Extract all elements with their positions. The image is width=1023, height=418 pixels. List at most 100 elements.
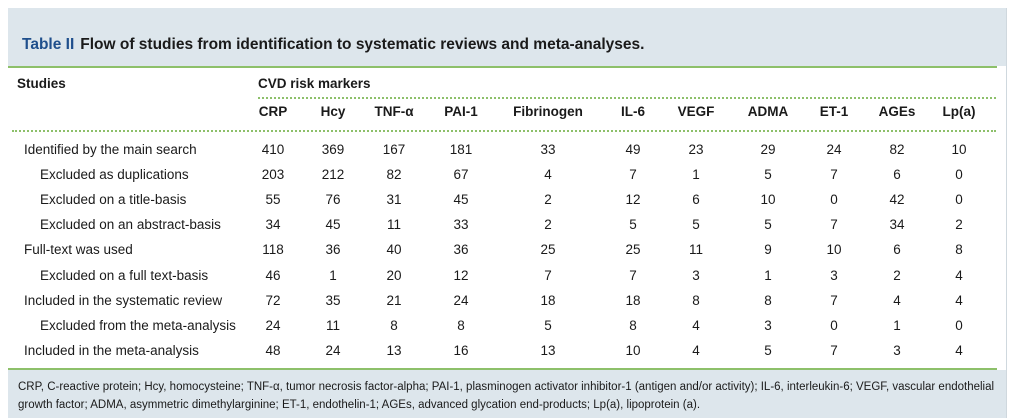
table-cell: 5 [692, 217, 700, 232]
bottom-rule [8, 368, 997, 370]
table-cell: 3 [764, 318, 772, 333]
table-body-band [8, 66, 1006, 370]
table-cell: 6 [893, 167, 901, 182]
table-cell: 23 [688, 142, 704, 157]
table-cell: 5 [544, 318, 552, 333]
column-header: TNF-α [374, 104, 414, 119]
table-cell: 6 [692, 192, 700, 207]
table-cell: 35 [325, 293, 341, 308]
table-cell: 36 [325, 242, 341, 257]
table-title: Table II Flow of studies from identificat… [22, 36, 644, 54]
table-cell: 4 [955, 268, 963, 283]
table-cell: 45 [325, 217, 341, 232]
table-cell: 33 [453, 217, 469, 232]
studies-header: Studies [17, 76, 66, 91]
column-header: Lp(a) [942, 104, 976, 119]
table-cell: 181 [449, 142, 473, 157]
table-cell: 29 [760, 142, 776, 157]
row-label: Excluded on a full text-basis [40, 268, 209, 283]
table-label: Table II [22, 36, 75, 53]
table-cell: 1 [893, 318, 901, 333]
column-header: IL-6 [620, 104, 645, 119]
table-cell: 36 [453, 242, 469, 257]
table-cell: 118 [262, 242, 284, 257]
table-cell: 33 [540, 142, 556, 157]
table-cell: 8 [457, 318, 465, 333]
table-cell: 7 [830, 293, 838, 308]
table-cell: 34 [889, 217, 905, 232]
table-cell: 7 [629, 268, 637, 283]
table-cell: 1 [764, 268, 772, 283]
table-cell: 7 [629, 167, 637, 182]
table-cell: 18 [540, 293, 556, 308]
row-label: Excluded as duplications [40, 167, 189, 182]
column-header: ET-1 [819, 104, 849, 119]
column-header: CRP [258, 104, 288, 119]
row-label: Excluded from the meta-analysis [40, 318, 236, 333]
table-cell: 10 [826, 242, 842, 257]
table-cell: 8 [692, 293, 700, 308]
table-cell: 8 [390, 318, 398, 333]
table-cell: 3 [830, 268, 838, 283]
column-header: Hcy [320, 104, 346, 119]
table-cell: 4 [692, 318, 700, 333]
table-cell: 8 [629, 318, 637, 333]
table-cell: 0 [955, 318, 963, 333]
table-cell: 20 [386, 268, 402, 283]
table-cell: 7 [830, 343, 838, 358]
table-cell: 2 [955, 217, 963, 232]
row-label: Identified by the main search [24, 142, 197, 157]
table-cell: 9 [764, 242, 772, 257]
table-cell: 49 [625, 142, 641, 157]
table-cell: 410 [261, 142, 285, 157]
table-cell: 18 [625, 293, 641, 308]
table-cell: 1 [329, 268, 337, 283]
table-cell: 82 [386, 167, 402, 182]
table-cell: 13 [386, 343, 402, 358]
table-cell: 0 [955, 167, 963, 182]
table-cell: 24 [826, 142, 842, 157]
header-divider [12, 130, 996, 132]
table-cell: 12 [453, 268, 469, 283]
column-header: VEGF [677, 104, 715, 119]
table-cell: 10 [760, 192, 776, 207]
table-cell: 55 [265, 192, 281, 207]
table-cell: 0 [955, 192, 963, 207]
table-cell: 2 [893, 268, 901, 283]
table-cell: 5 [764, 217, 772, 232]
table-cell: 4 [544, 167, 552, 182]
column-header: AGEs [878, 104, 916, 119]
table-cell: 7 [830, 167, 838, 182]
table-cell: 8 [764, 293, 772, 308]
table-cell: 2 [544, 192, 552, 207]
group-divider [258, 97, 996, 99]
table-cell: 4 [893, 293, 901, 308]
table-cell: 24 [265, 318, 281, 333]
table-cell: 11 [688, 242, 703, 257]
table-footnote: CRP, C-reactive protein; Hcy, homocystei… [18, 381, 995, 411]
table-cell: 369 [321, 142, 345, 157]
column-header: ADMA [747, 104, 789, 119]
table-cell: 76 [325, 192, 341, 207]
table-cell: 31 [386, 192, 402, 207]
table-cell: 3 [893, 343, 901, 358]
right-border [1006, 8, 1007, 418]
table-cell: 24 [453, 293, 469, 308]
table-cell: 5 [764, 167, 772, 182]
table-caption: Flow of studies from identification to s… [80, 36, 645, 53]
row-label: Excluded on a title-basis [40, 192, 187, 207]
table-cell: 13 [540, 343, 556, 358]
table-cell: 8 [955, 242, 963, 257]
table-cell: 212 [321, 167, 345, 182]
table-cell: 25 [625, 242, 641, 257]
column-header: Fibrinogen [513, 104, 583, 119]
table-cell: 5 [764, 343, 772, 358]
table-cell: 11 [325, 318, 340, 333]
table-cell: 7 [544, 268, 552, 283]
table-cell: 16 [453, 343, 469, 358]
row-label: Full-text was used [24, 242, 133, 257]
table-cell: 4 [955, 293, 963, 308]
table-cell: 6 [893, 242, 901, 257]
top-rule [8, 66, 997, 68]
